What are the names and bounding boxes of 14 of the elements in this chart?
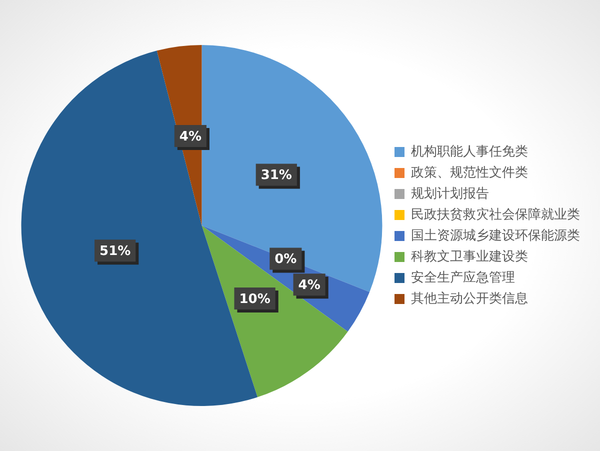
legend-label: 机构职能人事任免类: [411, 144, 528, 160]
legend-label: 规划计划报告: [411, 186, 489, 202]
legend-label: 民政扶贫救灾社会保障就业类: [411, 206, 580, 222]
data-label: 4%: [298, 278, 320, 294]
text: 0%: [274, 252, 297, 268]
data-label: 4%: [179, 129, 202, 144]
data-label: 31%: [260, 168, 292, 184]
legend-label: 政策、规范性文件类: [411, 165, 528, 180]
legend-label: 安全生产应急管理: [411, 269, 515, 286]
legend-label: 科教文卫事业建设类: [411, 249, 528, 264]
legend-label: 其他主动公开类信息: [411, 290, 528, 306]
legend-label: 国土资源城乡建设环保能源类: [411, 228, 580, 244]
data-label: 51%: [100, 244, 131, 260]
data-label: 10%: [239, 292, 270, 307]
